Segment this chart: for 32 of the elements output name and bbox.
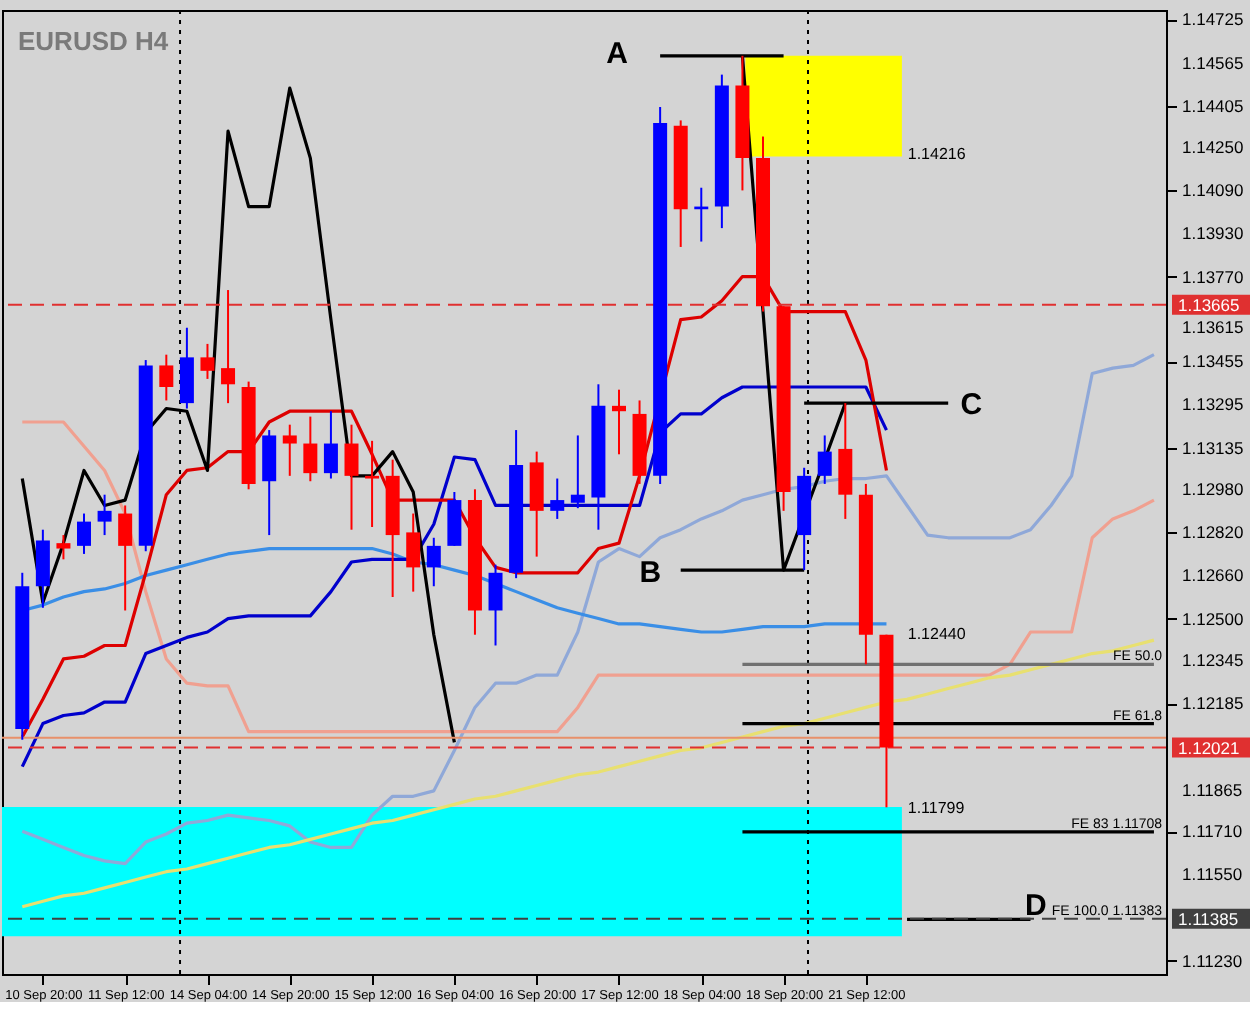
y-tick-label: 1.13615 <box>1182 316 1244 337</box>
y-tick-label: 1.11710 <box>1182 821 1243 842</box>
y-tick-label: 1.13770 <box>1182 266 1244 287</box>
y-tick-label: 1.14405 <box>1182 95 1244 116</box>
y-tick-label: 1.14565 <box>1182 52 1244 73</box>
ref-line-label: 1.11385 <box>1178 908 1239 929</box>
y-tick-label: 1.12185 <box>1182 693 1244 714</box>
y-tick-label: 1.13455 <box>1182 351 1244 372</box>
ref-line-label: 1.12021 <box>1178 737 1240 758</box>
y-tick-label: 1.13930 <box>1182 223 1244 244</box>
annotation: 1.11799 <box>907 799 966 818</box>
text: EURUSD H4 <box>18 26 170 56</box>
annotation: B <box>639 556 662 591</box>
y-tick-label: 1.14725 <box>1182 9 1244 30</box>
annotation: D <box>1024 889 1047 924</box>
y-tick-label: 1.12820 <box>1182 522 1244 543</box>
annotation: A <box>606 36 629 71</box>
y-tick-label: 1.14250 <box>1182 137 1244 158</box>
y-tick-label: 1.12660 <box>1182 565 1244 586</box>
ref-line-label: 1.13665 <box>1178 294 1240 315</box>
y-tick-label: 1.11230 <box>1182 950 1243 971</box>
annotation: 1.12440 <box>907 624 967 643</box>
y-tick-label: 1.12500 <box>1182 608 1244 629</box>
y-tick-label: 1.14090 <box>1182 180 1244 201</box>
y-tick-label: 1.13135 <box>1182 437 1244 458</box>
y-tick-label: 1.12345 <box>1182 650 1244 671</box>
y-tick-label: 1.12980 <box>1182 479 1244 500</box>
y-tick-label: 1.11550 <box>1182 864 1243 885</box>
annotation: 1.14216 <box>907 145 967 164</box>
y-tick-label: 1.11865 <box>1182 779 1243 800</box>
y-tick-label: 1.13295 <box>1182 394 1244 415</box>
annotation: C <box>960 387 983 422</box>
